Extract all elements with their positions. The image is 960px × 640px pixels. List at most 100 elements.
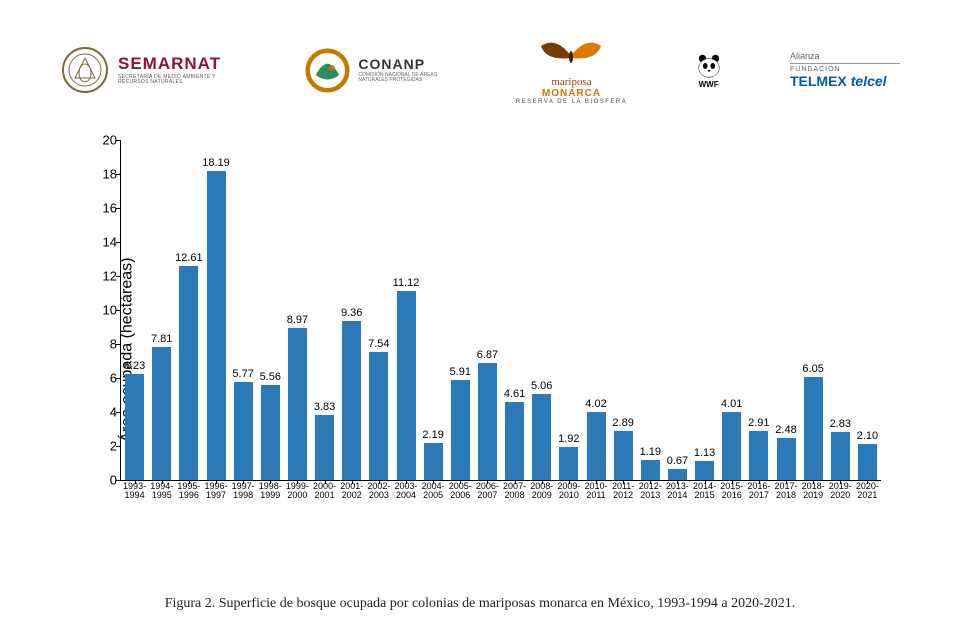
x-tick-label: 2013-2014 [662, 482, 692, 501]
y-tick-label: 10 [89, 303, 117, 318]
bar-value-label: 18.19 [196, 157, 236, 169]
y-tick-label: 18 [89, 167, 117, 182]
x-tick-label: 2019-2020 [825, 482, 855, 501]
x-tick-label: 2009-2010 [554, 482, 584, 501]
y-tick-label: 16 [89, 201, 117, 216]
bar [505, 402, 524, 480]
monarca-logo: mariposa MONARCA RESERVA DE LA BIOSFERA [516, 36, 627, 105]
bar [369, 352, 388, 480]
conanp-name: CONANP [358, 57, 448, 71]
semarnat-logo: SEMARNAT SECRETARÍA DE MEDIO AMBIENTE Y … [60, 45, 238, 95]
bar [858, 444, 877, 480]
bar-value-label: 7.81 [142, 333, 182, 345]
bar [668, 469, 687, 480]
wwf-logo: WWF [695, 52, 723, 89]
y-tick-label: 20 [89, 133, 117, 148]
telmex-fundacion: FUNDACIÓN [790, 66, 841, 73]
bar-value-label: 3.83 [305, 401, 345, 413]
bar [695, 461, 714, 480]
x-tick-label: 2003-2004 [391, 482, 421, 501]
bar [234, 382, 253, 480]
x-tick-label: 2010-2011 [581, 482, 611, 501]
wwf-name: WWF [699, 80, 719, 89]
telmex-logo: Alianza FUNDACIÓN TELMEX telcel [790, 51, 900, 89]
bar-chart: Área ocupada (hectáreas) 024681012141618… [80, 140, 900, 560]
bar [451, 380, 470, 480]
bar-value-label: 1.92 [549, 433, 589, 445]
x-tick-label: 2014-2015 [690, 482, 720, 501]
bar-value-label: 2.48 [766, 424, 806, 436]
x-tick-label: 2015-2016 [717, 482, 747, 501]
bar [559, 447, 578, 480]
bar-value-label: 1.13 [685, 447, 725, 459]
conanp-sub: COMISIÓN NACIONAL DE ÁREAS NATURALES PRO… [358, 73, 448, 83]
bar-value-label: 5.91 [440, 366, 480, 378]
bar-value-label: 2.19 [413, 429, 453, 441]
monarca-sub: RESERVA DE LA BIOSFERA [516, 99, 627, 105]
x-tick-label: 1999-2000 [282, 482, 312, 501]
x-tick-label: 2018-2019 [798, 482, 828, 501]
bar-value-label: 9.36 [332, 307, 372, 319]
y-tick-label: 6 [89, 371, 117, 386]
x-tick-label: 1996-1997 [201, 482, 231, 501]
bar-value-label: 12.61 [169, 252, 209, 264]
bar-value-label: 6.23 [115, 360, 155, 372]
x-tick-label: 1994-1995 [147, 482, 177, 501]
semarnat-seal-icon [60, 45, 110, 95]
bar-value-label: 2.10 [847, 430, 887, 442]
bar-value-label: 6.87 [467, 349, 507, 361]
bar-value-label: 4.01 [712, 398, 752, 410]
conanp-icon [305, 48, 350, 93]
panda-icon [695, 52, 723, 80]
bar-value-label: 5.56 [250, 371, 290, 383]
x-tick-label: 1997-1998 [228, 482, 258, 501]
figure-caption: Figura 2. Superficie de bosque ocupada p… [0, 596, 960, 612]
x-tick-label: 2004-2005 [418, 482, 448, 501]
x-tick-label: 1998-1999 [255, 482, 285, 501]
y-tick-label: 0 [89, 473, 117, 488]
bar [397, 291, 416, 480]
y-tick-label: 4 [89, 405, 117, 420]
bar-value-label: 5.06 [522, 380, 562, 392]
bar [261, 385, 280, 480]
telmex-alianza: Alianza [790, 51, 820, 61]
telmex-name: TELMEX [790, 73, 847, 89]
monarca-brand: MONARCA [542, 88, 601, 99]
x-tick-label: 2002-2003 [364, 482, 394, 501]
bar [315, 415, 334, 480]
bar-value-label: 2.89 [603, 417, 643, 429]
bar-value-label: 11.12 [386, 277, 426, 289]
bar-value-label: 2.83 [820, 418, 860, 430]
semarnat-name: SEMARNAT [118, 55, 238, 72]
monarca-script: mariposa [551, 76, 591, 88]
y-tick-label: 12 [89, 269, 117, 284]
bar-value-label: 4.02 [576, 398, 616, 410]
y-tick-label: 8 [89, 337, 117, 352]
x-tick-label: 2001-2002 [337, 482, 367, 501]
x-tick-label: 1995-1996 [174, 482, 204, 501]
bar [207, 171, 226, 480]
x-tick-label: 2000-2001 [310, 482, 340, 501]
x-tick-label: 2008-2009 [527, 482, 557, 501]
x-tick-label: 2012-2013 [635, 482, 665, 501]
bar-value-label: 6.05 [793, 363, 833, 375]
bar [152, 347, 171, 480]
bar-value-label: 8.97 [277, 314, 317, 326]
bar-value-label: 7.54 [359, 338, 399, 350]
x-tick-label: 2006-2007 [472, 482, 502, 501]
x-tick-label: 2016-2017 [744, 482, 774, 501]
x-tick-label: 2005-2006 [445, 482, 475, 501]
x-tick-label: 1993-1994 [120, 482, 150, 501]
bar [125, 374, 144, 480]
x-tick-label: 2020-2021 [852, 482, 882, 501]
bar [478, 363, 497, 480]
y-tick-label: 2 [89, 439, 117, 454]
bar [424, 443, 443, 480]
page: SEMARNAT SECRETARÍA DE MEDIO AMBIENTE Y … [0, 0, 960, 640]
x-tick-label: 2017-2018 [771, 482, 801, 501]
x-tick-label: 2007-2008 [500, 482, 530, 501]
logo-row: SEMARNAT SECRETARÍA DE MEDIO AMBIENTE Y … [60, 35, 900, 105]
bar [749, 431, 768, 480]
butterfly-icon [531, 36, 611, 76]
plot-area: 024681012141618206.231993-19947.811994-1… [120, 140, 881, 481]
